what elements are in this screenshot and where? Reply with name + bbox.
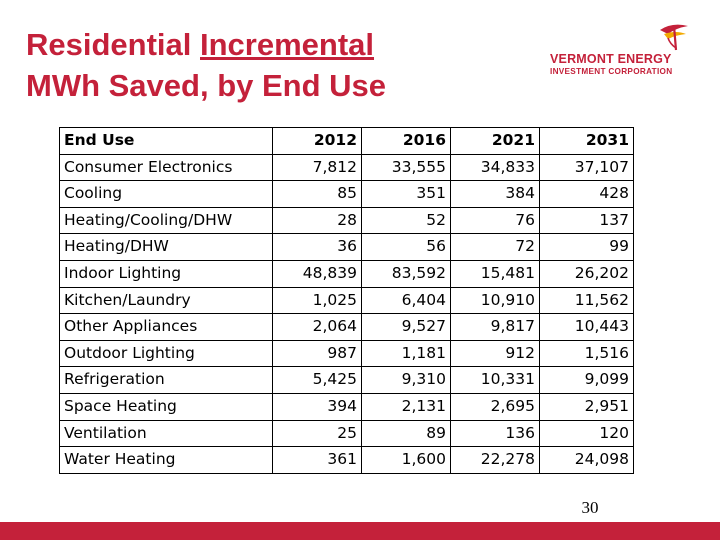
cell-2031: 99 [539,233,634,261]
logo-line1: VERMONT ENERGY [550,52,672,66]
cell-2021: 22,278 [450,446,540,474]
cell-2016: 6,404 [361,286,451,315]
cell-2012: 25 [272,419,362,448]
cell-2012: 987 [272,339,362,368]
row-label: Heating/DHW [59,233,273,261]
cell-2021: 15,481 [450,259,540,288]
header-end-use: End Use [59,127,273,155]
table-row: Cooling 85 351 384 428 [59,180,634,208]
table-row: Space Heating 394 2,131 2,695 2,951 [59,392,634,421]
table-row: Outdoor Lighting 987 1,181 912 1,516 [59,339,634,368]
cell-2021: 34,833 [450,153,540,182]
logo-line2: INVESTMENT CORPORATION [550,67,673,76]
cell-2021: 2,695 [450,392,540,421]
row-label: Space Heating [59,392,273,421]
table-row: Heating/DHW 36 56 72 99 [59,233,634,261]
header-2021: 2021 [450,127,540,155]
table-row: Heating/Cooling/DHW 28 52 76 137 [59,206,634,235]
cell-2016: 1,181 [361,339,451,368]
cell-2016: 83,592 [361,259,451,288]
cell-2012: 48,839 [272,259,362,288]
header-2012: 2012 [272,127,362,155]
cell-2021: 9,817 [450,313,540,341]
cell-2012: 85 [272,180,362,208]
cell-2031: 2,951 [539,392,634,421]
cell-2021: 10,910 [450,286,540,315]
row-label: Cooling [59,180,273,208]
cell-2012: 7,812 [272,153,362,182]
slide-title: Residential Incremental MWh Saved, by En… [26,24,496,106]
cell-2012: 2,064 [272,313,362,341]
header-2016: 2016 [361,127,451,155]
cell-2021: 384 [450,180,540,208]
vermont-energy-logo: VERMONT ENERGY INVESTMENT CORPORATION [548,20,698,80]
cell-2031: 137 [539,206,634,235]
cell-2016: 89 [361,419,451,448]
title-part1: Residential [26,27,200,62]
cell-2016: 9,527 [361,313,451,341]
row-label: Water Heating [59,446,273,474]
cell-2031: 11,562 [539,286,634,315]
cell-2031: 26,202 [539,259,634,288]
table-header-row: End Use 2012 2016 2021 2031 [59,127,634,155]
end-use-table: End Use 2012 2016 2021 2031 Consumer Ele… [59,127,634,474]
row-label: Other Appliances [59,313,273,341]
cell-2012: 28 [272,206,362,235]
cell-2012: 361 [272,446,362,474]
cell-2021: 136 [450,419,540,448]
table-row: Other Appliances 2,064 9,527 9,817 10,44… [59,313,634,341]
cell-2021: 76 [450,206,540,235]
cell-2016: 2,131 [361,392,451,421]
title-underlined: Incremental [200,27,375,62]
cell-2016: 33,555 [361,153,451,182]
cell-2021: 72 [450,233,540,261]
cell-2016: 56 [361,233,451,261]
header-2031: 2031 [539,127,634,155]
table-row: Ventilation 25 89 136 120 [59,419,634,448]
cell-2021: 10,331 [450,366,540,394]
row-label: Consumer Electronics [59,153,273,182]
row-label: Indoor Lighting [59,259,273,288]
cell-2021: 912 [450,339,540,368]
cell-2012: 394 [272,392,362,421]
row-label: Outdoor Lighting [59,339,273,368]
row-label: Refrigeration [59,366,273,394]
row-label: Ventilation [59,419,273,448]
title-part2: MWh Saved, by End Use [26,68,387,103]
cell-2031: 428 [539,180,634,208]
row-label: Kitchen/Laundry [59,286,273,315]
cell-2031: 120 [539,419,634,448]
cell-2016: 351 [361,180,451,208]
table-row: Consumer Electronics 7,812 33,555 34,833… [59,153,634,182]
sun-leaf-icon [660,24,688,51]
cell-2031: 1,516 [539,339,634,368]
table-row: Water Heating 361 1,600 22,278 24,098 [59,446,634,474]
cell-2016: 52 [361,206,451,235]
cell-2012: 5,425 [272,366,362,394]
row-label: Heating/Cooling/DHW [59,206,273,235]
footer-bar [0,522,720,540]
table-row: Refrigeration 5,425 9,310 10,331 9,099 [59,366,634,394]
cell-2031: 9,099 [539,366,634,394]
page-number: 30 [581,498,599,517]
cell-2016: 1,600 [361,446,451,474]
table-row: Kitchen/Laundry 1,025 6,404 10,910 11,56… [59,286,634,315]
cell-2031: 37,107 [539,153,634,182]
cell-2031: 10,443 [539,313,634,341]
table-row: Indoor Lighting 48,839 83,592 15,481 26,… [59,259,634,288]
cell-2016: 9,310 [361,366,451,394]
cell-2031: 24,098 [539,446,634,474]
cell-2012: 1,025 [272,286,362,315]
cell-2012: 36 [272,233,362,261]
